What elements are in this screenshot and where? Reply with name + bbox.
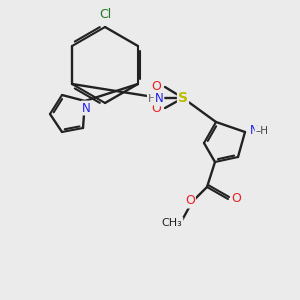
Text: N: N <box>250 124 258 137</box>
Text: O: O <box>185 194 195 208</box>
Text: N: N <box>82 101 90 115</box>
Text: CH₃: CH₃ <box>162 218 182 228</box>
Text: O: O <box>151 101 161 115</box>
Text: H: H <box>148 94 156 104</box>
Text: O: O <box>231 191 241 205</box>
Text: Cl: Cl <box>99 8 111 22</box>
Text: –H: –H <box>256 126 268 136</box>
Text: S: S <box>178 91 188 105</box>
Text: O: O <box>151 80 161 92</box>
Text: N: N <box>154 92 164 106</box>
